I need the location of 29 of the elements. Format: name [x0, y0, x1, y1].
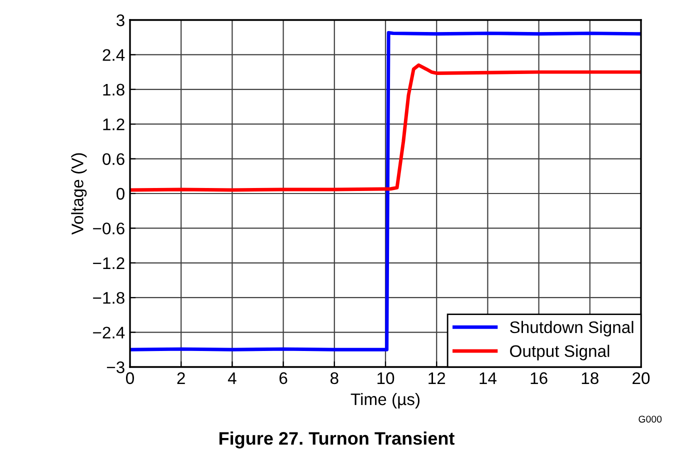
x-tick-label: 4: [228, 372, 236, 384]
y-tick-label: −1.2: [93, 257, 124, 269]
x-tick-label: 10: [378, 372, 394, 384]
x-tick-label: 14: [480, 372, 496, 384]
legend-label: Output Signal: [510, 344, 610, 360]
y-tick-label: 0.6: [102, 153, 124, 166]
text: Figure 27. Turnon Transient: [220, 432, 455, 448]
x-tick-label: 20: [632, 372, 650, 384]
y-axis-title: Voltage (V): [71, 153, 87, 235]
x-axis-title: Time (µs): [350, 392, 420, 408]
y-tick-label: −0.6: [93, 222, 124, 234]
x-tick-label: 16: [530, 372, 548, 384]
y-tick-label: 2.4: [102, 49, 125, 61]
x-tick-label: 2: [177, 372, 185, 384]
y-tick-label: −3: [106, 361, 124, 374]
line-series: [130, 63, 641, 192]
text: G000: [638, 416, 662, 423]
x-tick-label: 8: [330, 372, 338, 384]
y-tick-label: −2.4: [93, 326, 125, 338]
y-tick-label: 1.8: [103, 84, 124, 96]
x-tick-label: 18: [582, 372, 598, 384]
x-tick-label: 0: [126, 372, 134, 384]
y-tick-label: 0: [116, 188, 124, 200]
x-tick-label: 6: [280, 372, 288, 384]
y-tick-label: 3: [116, 14, 124, 26]
y-tick-label: −1.8: [93, 292, 124, 304]
legend-label: Shutdown Signal: [510, 320, 634, 336]
y-tick-label: 1.2: [103, 118, 124, 130]
x-tick-label: 12: [428, 372, 446, 384]
